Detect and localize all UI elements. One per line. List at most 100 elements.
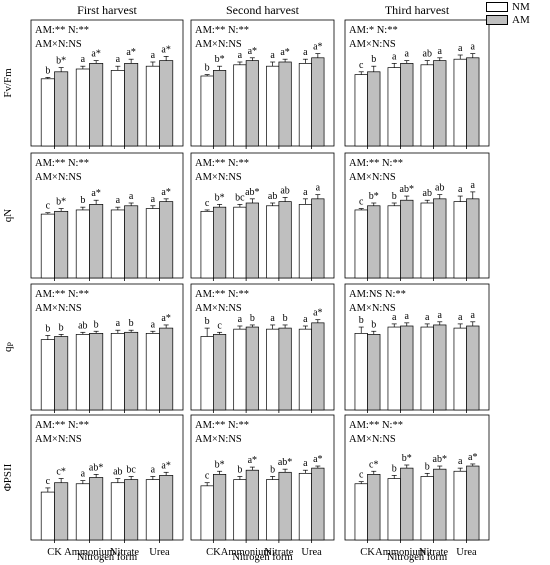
x-tick-label: CK <box>206 547 221 558</box>
bar-nm <box>145 333 160 411</box>
x-tick-label: Nitrate <box>264 547 293 558</box>
bar-am <box>213 70 227 147</box>
panel: AM:** N:**AM×N:NSb b ab b a b aa* <box>30 283 184 413</box>
significance-label-nm: b <box>45 65 50 76</box>
significance-label-am: ab* <box>433 454 447 465</box>
significance-label-nm: c <box>359 197 364 208</box>
bar-am <box>159 475 174 541</box>
bar-nm <box>75 68 90 147</box>
y-axis-label: qP <box>2 341 15 352</box>
significance-label-nm: a <box>458 456 463 467</box>
y-axis-label-subscript: P <box>6 341 15 346</box>
bar-nm <box>233 479 247 541</box>
significance-label-nm: a <box>116 195 121 206</box>
significance-label-nm: b <box>80 195 85 206</box>
significance-label-am: a* <box>161 313 170 324</box>
bar-am <box>124 205 139 279</box>
significance-label-nm: a <box>238 50 243 61</box>
bar-am <box>466 325 480 411</box>
bar-am <box>89 477 104 541</box>
bar-am <box>367 474 381 541</box>
x-axis-label: Nitrogen form <box>387 552 447 563</box>
bar-am <box>433 468 447 541</box>
legend: NM AM <box>486 1 550 27</box>
bar-am <box>367 334 381 411</box>
significance-label-am: b* <box>215 192 225 203</box>
significance-label-nm: a <box>458 43 463 54</box>
significance-label-am: c* <box>56 467 65 478</box>
significance-label-nm: ab <box>113 467 122 478</box>
significance-label-am: a* <box>161 460 170 471</box>
significance-label-nm: a <box>270 50 275 61</box>
bar-nm <box>453 327 467 411</box>
bar-am <box>159 60 174 147</box>
significance-label-nm: a <box>81 469 86 480</box>
significance-label-am: a* <box>161 187 170 198</box>
stats-annotation: AM×N:NS <box>349 303 396 314</box>
significance-label-nm: a <box>151 464 156 475</box>
significance-label-am: a* <box>91 188 100 199</box>
significance-label-nm: a <box>151 319 156 330</box>
y-axis-label: qN <box>2 209 14 223</box>
bar-nm <box>110 482 125 541</box>
significance-label-am: b <box>94 319 99 330</box>
bar-am <box>433 198 447 279</box>
panel-frame <box>190 152 335 279</box>
significance-label-nm: a <box>392 51 397 62</box>
stats-annotation: AM×N:NS <box>35 434 82 445</box>
bar-am <box>245 326 259 411</box>
bar-nm <box>420 326 434 411</box>
significance-label-nm: b <box>392 191 397 202</box>
bar-nm <box>233 64 247 147</box>
column-title: Third harvest <box>385 3 450 17</box>
panel: AM:** N:**AM×N:NSb ca b a b aa* <box>190 283 335 413</box>
bar-am <box>311 467 325 541</box>
stats-annotation: AM:** N:** <box>349 420 403 431</box>
legend-item-nm: NM <box>486 1 550 14</box>
significance-label-am: b* <box>215 459 225 470</box>
bar-am <box>89 204 104 279</box>
bar-nm <box>200 210 214 279</box>
bar-nm <box>354 209 368 279</box>
y-axis-label: Fv/Fm <box>2 68 14 98</box>
stats-annotation: AM:** N:** <box>35 25 89 36</box>
significance-label-am: a <box>405 311 410 322</box>
panel-frame <box>344 152 490 279</box>
legend-swatch-am <box>486 15 508 25</box>
stats-annotation: AM:** N:** <box>35 420 89 431</box>
panel-frame <box>344 19 490 147</box>
bar-nm <box>354 74 368 147</box>
significance-label-am: a* <box>248 46 257 57</box>
stats-annotation: AM:** N:** <box>35 289 89 300</box>
significance-label-am: b <box>283 313 288 324</box>
stats-annotation: AM:** N:** <box>195 25 249 36</box>
bar-nm <box>298 63 312 147</box>
significance-label-nm: a <box>303 47 308 58</box>
significance-label-am: a* <box>248 455 257 466</box>
bar-nm <box>420 202 434 279</box>
panel-frame <box>30 152 184 279</box>
bar-am <box>278 471 292 541</box>
significance-label-am: b* <box>402 453 412 464</box>
significance-label-am: a* <box>280 47 289 58</box>
x-axis-label: Nitrogen form <box>77 552 137 563</box>
bar-am <box>159 201 174 279</box>
significance-label-am: a* <box>126 47 135 58</box>
bar-am <box>311 57 325 147</box>
x-tick-label: Ammonium <box>221 547 272 558</box>
significance-label-am: c* <box>369 459 378 470</box>
bar-am <box>466 465 480 541</box>
x-tick-label: CK <box>360 547 375 558</box>
significance-label-nm: a <box>116 54 121 65</box>
significance-label-am: b <box>371 319 376 330</box>
bar-nm <box>266 479 280 541</box>
stats-annotation: AM:NS N:** <box>349 289 406 300</box>
significance-label-am: a <box>438 310 443 321</box>
bar-am <box>367 71 381 147</box>
bar-am <box>278 327 292 411</box>
significance-label-nm: a <box>151 194 156 205</box>
